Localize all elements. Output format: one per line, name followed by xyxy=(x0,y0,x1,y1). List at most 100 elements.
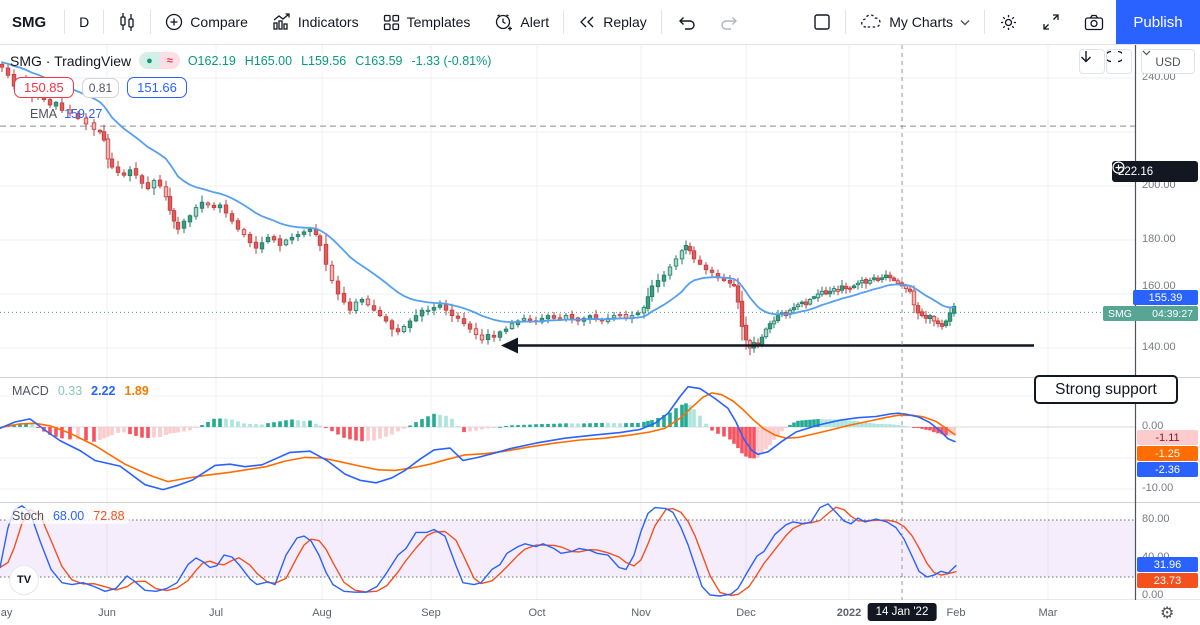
stoch-d-axis-label: 23.73 xyxy=(1137,573,1198,588)
price-tick: 160.00 xyxy=(1142,280,1176,292)
macd-legend[interactable]: MACD 0.33 2.22 1.89 xyxy=(8,383,153,399)
toolbar-divider xyxy=(563,10,565,34)
redo-icon xyxy=(720,14,740,30)
reset-view-icon xyxy=(1107,50,1122,63)
price-box-red[interactable]: 150.85 xyxy=(14,77,74,98)
close-value: C163.59 xyxy=(355,53,403,68)
macd-label: MACD xyxy=(12,384,49,398)
undo-button[interactable] xyxy=(664,3,708,41)
time-axis-month-label: Feb xyxy=(946,607,966,619)
crosshair-date-label: 14 Jan '22 xyxy=(867,603,937,621)
templates-label: Templates xyxy=(406,14,471,30)
camera-icon xyxy=(1084,14,1104,31)
price-box-blue[interactable]: 151.66 xyxy=(127,77,187,98)
settings-button[interactable] xyxy=(987,3,1030,41)
ema-legend[interactable]: EMA 159.27 xyxy=(30,107,102,121)
replay-rewind-icon xyxy=(578,14,596,30)
compare-plus-icon xyxy=(165,13,183,31)
market-status-pill[interactable]: ● ≈ xyxy=(139,52,180,69)
open-value: O162.19 xyxy=(187,53,236,68)
cloud-icon xyxy=(860,14,882,30)
time-axis-month-label: Jun xyxy=(98,607,116,619)
my-charts-label: My Charts xyxy=(889,14,953,30)
symbol-button[interactable]: SMG xyxy=(0,3,62,41)
ema-value: 159.27 xyxy=(64,107,103,121)
stoch-d-value: 72.88 xyxy=(93,509,125,523)
time-axis[interactable]: May Jun Jul Aug Sep Oct Nov Dec 2022 Feb Mar 14 Ja… xyxy=(0,600,1200,625)
time-axis-month-label: Mar xyxy=(1038,607,1058,619)
undo-icon xyxy=(676,14,696,30)
time-axis-month-label: Oct xyxy=(528,607,546,619)
currency-label: USD xyxy=(1155,54,1181,69)
time-axis-month-label: 2022 xyxy=(836,607,862,619)
alert-clock-icon xyxy=(494,13,513,32)
macd-signal-value: 1.89 xyxy=(124,384,149,398)
toolbar-divider xyxy=(103,10,105,34)
macd-signal-axis-label: -1.25 xyxy=(1137,446,1198,461)
strong-support-annotation[interactable]: Strong support xyxy=(1034,375,1178,404)
stoch-legend[interactable]: Stoch 68.00 72.88 xyxy=(8,508,129,524)
my-charts-button[interactable]: My Charts xyxy=(848,3,982,41)
publish-label: Publish xyxy=(1133,13,1183,31)
stoch-k-value: 68.00 xyxy=(52,509,85,523)
currency-selector[interactable]: USD xyxy=(1141,49,1195,74)
alert-button[interactable]: Alert xyxy=(482,3,561,41)
time-axis-month-label: Dec xyxy=(736,607,756,619)
candlestick-icon xyxy=(118,12,136,32)
layout-button[interactable] xyxy=(801,3,843,41)
toolbar-divider xyxy=(150,10,152,34)
ohlc-values: O162.19 H165.00 L159.56 C163.59 -1.33 (-… xyxy=(188,54,492,68)
top-toolbar: SMG D Compare Indicators xyxy=(0,0,1200,45)
compare-label: Compare xyxy=(190,14,248,30)
time-axis-settings-icon[interactable]: ⚙ xyxy=(1160,605,1175,622)
symbol-title[interactable]: SMG · TradingView xyxy=(10,52,132,69)
price-box-spread[interactable]: 0.81 xyxy=(81,77,120,98)
chart-canvas[interactable] xyxy=(0,44,1200,625)
tradingview-watermark-logo[interactable]: TV xyxy=(10,566,38,594)
dashed-level-label[interactable]: 222.16 xyxy=(1112,161,1198,182)
macd-tick: 0.00 xyxy=(1142,420,1164,432)
price-tick: 180.00 xyxy=(1142,233,1176,245)
circle-plus-icon xyxy=(1112,161,1125,174)
chevron-down-icon xyxy=(960,19,970,26)
interval-label: D xyxy=(79,14,90,30)
macd-line-axis-label: -2.36 xyxy=(1137,462,1198,477)
gear-icon xyxy=(999,13,1018,32)
chart-stage: SMG · TradingView ● ≈ O162.19 H165.00 L1… xyxy=(0,44,1200,625)
time-axis-month-label: Nov xyxy=(631,607,651,619)
indicators-button[interactable]: Indicators xyxy=(260,3,371,41)
time-axis-month-label: May xyxy=(0,607,13,619)
alert-label: Alert xyxy=(520,14,550,30)
scroll-to-recent-button[interactable] xyxy=(1079,49,1105,74)
reset-chart-button[interactable] xyxy=(1106,49,1132,74)
replay-button[interactable]: Replay xyxy=(566,3,659,41)
last-price-label: 155.39 xyxy=(1133,290,1198,305)
fullscreen-button[interactable] xyxy=(1030,3,1072,41)
time-axis-month-label: Sep xyxy=(421,607,441,619)
compare-button[interactable]: Compare xyxy=(153,3,260,41)
chevron-down-icon xyxy=(1142,50,1151,56)
interval-button[interactable]: D xyxy=(67,3,101,41)
change-value: -1.33 (-0.81%) xyxy=(411,53,492,68)
macd-hist-axis-label: -1.11 xyxy=(1137,430,1198,445)
price-tick: 140.00 xyxy=(1142,341,1176,353)
macd-tick: -10.00 xyxy=(1142,482,1174,494)
ema-label: EMA xyxy=(30,107,58,121)
redo-button[interactable] xyxy=(708,3,752,41)
chart-style-button[interactable] xyxy=(106,3,148,41)
publish-button[interactable]: Publish xyxy=(1116,0,1200,44)
templates-grid-icon xyxy=(383,14,400,31)
delayed-data-icon: ≈ xyxy=(159,52,180,69)
templates-button[interactable]: Templates xyxy=(371,3,483,41)
low-value: L159.56 xyxy=(301,53,347,68)
time-axis-month-label: Aug xyxy=(312,607,332,619)
screenshot-button[interactable] xyxy=(1072,3,1116,41)
price-alert-boxes: 150.85 0.81 151.66 xyxy=(14,77,187,98)
price-tick: 240.00 xyxy=(1142,71,1176,83)
stoch-label: Stoch xyxy=(12,509,44,523)
toolbar-divider xyxy=(64,10,66,34)
market-open-dot-icon: ● xyxy=(139,52,160,69)
macd-hist-value: 0.33 xyxy=(57,384,83,398)
countdown-label: SMG 04:39:27 xyxy=(1103,306,1198,321)
